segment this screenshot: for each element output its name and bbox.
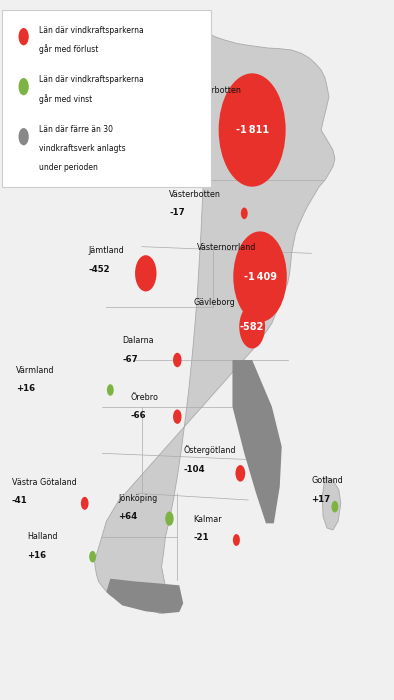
FancyBboxPatch shape bbox=[2, 10, 211, 187]
Text: Dalarna: Dalarna bbox=[122, 336, 154, 345]
Circle shape bbox=[331, 501, 338, 512]
Circle shape bbox=[81, 497, 89, 510]
Text: -67: -67 bbox=[122, 355, 138, 364]
Text: -41: -41 bbox=[12, 496, 28, 505]
Text: -21: -21 bbox=[193, 533, 209, 542]
Polygon shape bbox=[106, 579, 183, 613]
Text: Jämtland: Jämtland bbox=[89, 246, 125, 256]
Text: Län där vindkraftsparkerna: Län där vindkraftsparkerna bbox=[39, 25, 144, 34]
Circle shape bbox=[173, 353, 182, 368]
Text: +17: +17 bbox=[311, 495, 331, 504]
Text: -66: -66 bbox=[130, 412, 146, 420]
Circle shape bbox=[233, 232, 287, 322]
Text: Gävleborg: Gävleborg bbox=[193, 298, 235, 307]
Circle shape bbox=[233, 534, 240, 546]
Circle shape bbox=[89, 551, 96, 563]
Text: Norrbotten: Norrbotten bbox=[197, 86, 241, 95]
Circle shape bbox=[165, 512, 174, 526]
Text: -1 811: -1 811 bbox=[236, 125, 269, 135]
Text: Län där färre än 30: Län där färre än 30 bbox=[39, 125, 113, 134]
Text: Västerbotten: Västerbotten bbox=[169, 190, 221, 199]
Circle shape bbox=[241, 207, 248, 219]
Text: -582: -582 bbox=[240, 322, 264, 332]
Text: +16: +16 bbox=[28, 551, 47, 560]
Circle shape bbox=[19, 78, 29, 95]
Text: -1 409: -1 409 bbox=[243, 272, 277, 281]
Text: -452: -452 bbox=[89, 265, 110, 274]
Polygon shape bbox=[95, 34, 335, 613]
Circle shape bbox=[19, 128, 29, 146]
Text: +16: +16 bbox=[16, 384, 35, 393]
Circle shape bbox=[173, 410, 182, 424]
Text: Kalmar: Kalmar bbox=[193, 515, 222, 524]
Text: -17: -17 bbox=[169, 208, 185, 217]
Text: Jönköping: Jönköping bbox=[118, 494, 158, 503]
Polygon shape bbox=[232, 360, 282, 524]
Text: går med vinst: går med vinst bbox=[39, 94, 93, 104]
Text: Län där vindkraftsparkerna: Län där vindkraftsparkerna bbox=[39, 76, 144, 85]
Circle shape bbox=[236, 465, 245, 482]
Text: Värmland: Värmland bbox=[16, 365, 54, 375]
Text: Gotland: Gotland bbox=[311, 476, 343, 485]
Text: -104: -104 bbox=[183, 465, 205, 474]
Circle shape bbox=[239, 304, 265, 349]
Text: Halland: Halland bbox=[28, 532, 58, 541]
Circle shape bbox=[219, 74, 286, 187]
Text: går med förlust: går med förlust bbox=[39, 43, 99, 54]
Text: Västra Götaland: Västra Götaland bbox=[12, 477, 76, 486]
Text: Örebro: Örebro bbox=[130, 393, 158, 402]
Text: Östergötland: Östergötland bbox=[183, 445, 236, 455]
Circle shape bbox=[107, 384, 114, 395]
Text: under perioden: under perioden bbox=[39, 163, 98, 172]
Text: vindkraftsverk anlagts: vindkraftsverk anlagts bbox=[39, 144, 126, 153]
Text: +64: +64 bbox=[118, 512, 138, 521]
Polygon shape bbox=[322, 477, 341, 530]
Circle shape bbox=[135, 256, 156, 291]
Circle shape bbox=[19, 28, 29, 46]
Text: Västernorrland: Västernorrland bbox=[197, 243, 256, 252]
